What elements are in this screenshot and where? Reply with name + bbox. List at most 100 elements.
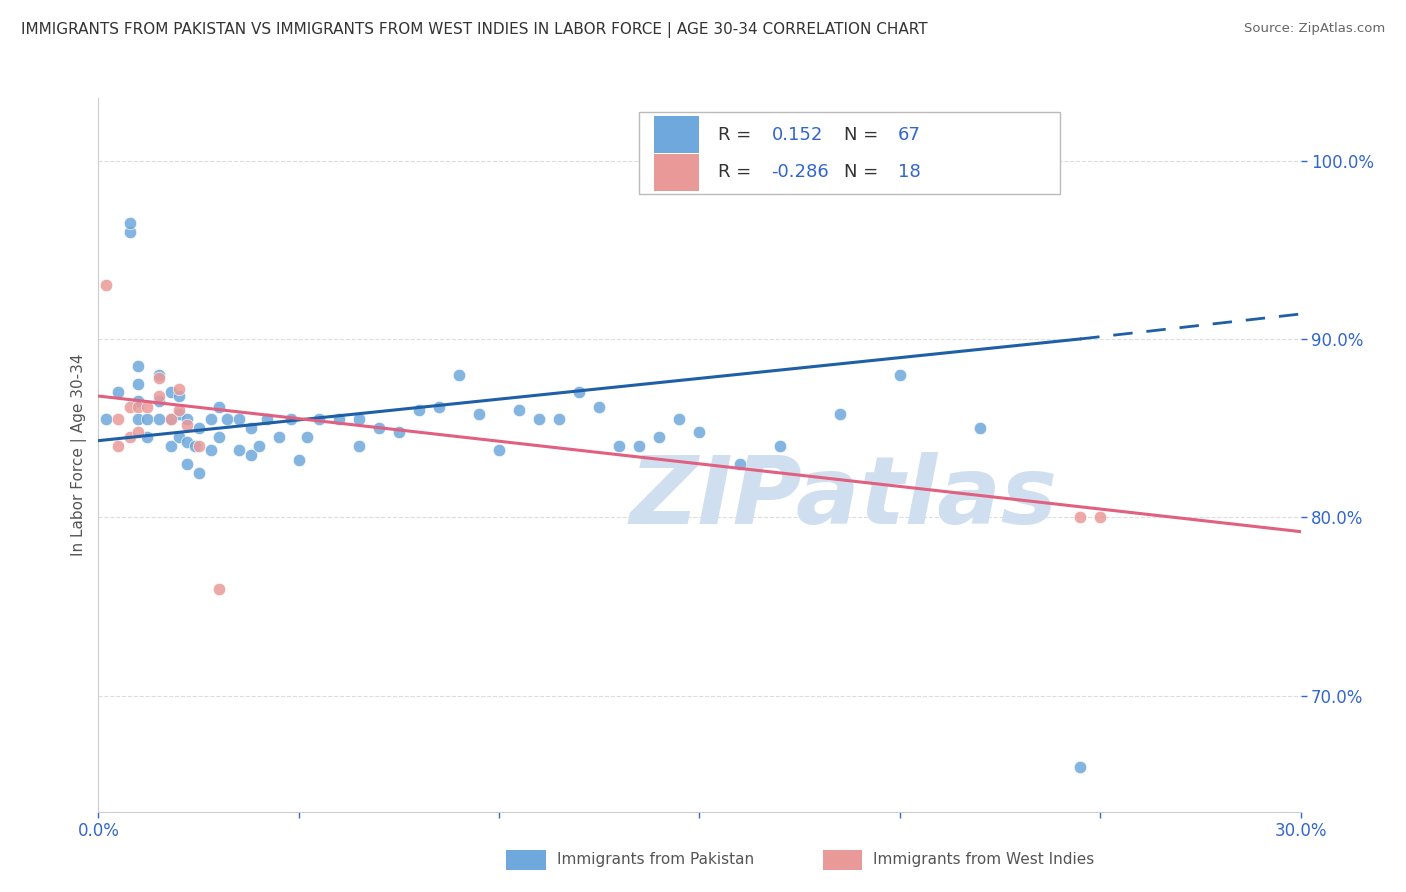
Point: [120, 216, 142, 230]
Point: [128, 412, 150, 426]
Point: [107, 412, 129, 426]
Point: [388, 425, 411, 439]
Point: [159, 385, 181, 400]
Text: -0.286: -0.286: [772, 163, 830, 181]
Y-axis label: In Labor Force | Age 30-34: In Labor Force | Age 30-34: [72, 353, 87, 557]
Point: [159, 412, 181, 426]
Point: [1088, 510, 1111, 524]
Text: ZIPatlas: ZIPatlas: [630, 451, 1057, 544]
Point: [107, 439, 129, 453]
Point: [548, 412, 571, 426]
Point: [208, 400, 231, 414]
Point: [668, 412, 690, 426]
Point: [768, 439, 790, 453]
Point: [308, 412, 330, 426]
Text: R =: R =: [717, 163, 756, 181]
Point: [107, 385, 129, 400]
Point: [368, 421, 391, 435]
Point: [167, 407, 190, 421]
Text: N =: N =: [844, 126, 884, 144]
Point: [468, 407, 491, 421]
Point: [159, 412, 181, 426]
Text: IMMIGRANTS FROM PAKISTAN VS IMMIGRANTS FROM WEST INDIES IN LABOR FORCE | AGE 30-: IMMIGRANTS FROM PAKISTAN VS IMMIGRANTS F…: [21, 22, 928, 38]
Point: [176, 457, 198, 471]
Point: [200, 442, 222, 457]
Point: [148, 394, 170, 409]
Point: [1069, 760, 1091, 774]
Point: [256, 412, 278, 426]
Point: [208, 582, 231, 596]
Text: 0.152: 0.152: [772, 126, 823, 144]
Point: [609, 439, 631, 453]
Point: [208, 430, 231, 444]
Point: [280, 412, 302, 426]
Point: [588, 400, 610, 414]
Point: [187, 466, 209, 480]
Point: [239, 448, 262, 462]
Point: [176, 435, 198, 450]
Text: 67: 67: [898, 126, 921, 144]
Point: [228, 412, 250, 426]
Point: [148, 389, 170, 403]
Point: [200, 412, 222, 426]
Point: [128, 376, 150, 391]
Point: [228, 442, 250, 457]
Point: [648, 430, 671, 444]
Point: [135, 400, 157, 414]
Point: [135, 430, 157, 444]
Point: [828, 407, 851, 421]
Point: [128, 394, 150, 409]
Text: R =: R =: [717, 126, 756, 144]
Point: [167, 403, 190, 417]
Point: [167, 389, 190, 403]
Point: [688, 425, 710, 439]
Text: Source: ZipAtlas.com: Source: ZipAtlas.com: [1244, 22, 1385, 36]
Point: [247, 439, 270, 453]
Point: [1069, 510, 1091, 524]
Point: [347, 412, 370, 426]
Point: [288, 453, 311, 467]
Point: [176, 412, 198, 426]
Point: [488, 442, 510, 457]
Point: [120, 225, 142, 239]
Point: [347, 439, 370, 453]
Point: [215, 412, 238, 426]
Point: [969, 421, 991, 435]
Point: [120, 430, 142, 444]
Text: Immigrants from West Indies: Immigrants from West Indies: [873, 853, 1094, 867]
Point: [187, 421, 209, 435]
Point: [167, 382, 190, 396]
Text: N =: N =: [844, 163, 884, 181]
Point: [148, 412, 170, 426]
Point: [135, 412, 157, 426]
Point: [96, 278, 118, 293]
Point: [508, 403, 530, 417]
Point: [183, 439, 205, 453]
Point: [328, 412, 350, 426]
Text: 18: 18: [898, 163, 921, 181]
Point: [427, 400, 450, 414]
Point: [447, 368, 470, 382]
Point: [128, 425, 150, 439]
Point: [148, 371, 170, 385]
FancyBboxPatch shape: [654, 116, 699, 153]
Point: [568, 385, 591, 400]
Point: [267, 430, 290, 444]
Point: [628, 439, 651, 453]
Point: [167, 430, 190, 444]
Point: [128, 400, 150, 414]
Point: [176, 417, 198, 432]
Point: [120, 400, 142, 414]
Point: [187, 439, 209, 453]
Point: [408, 403, 430, 417]
Point: [148, 368, 170, 382]
FancyBboxPatch shape: [640, 112, 1060, 194]
Point: [96, 412, 118, 426]
Point: [529, 412, 551, 426]
Point: [239, 421, 262, 435]
Point: [128, 359, 150, 373]
Text: Immigrants from Pakistan: Immigrants from Pakistan: [557, 853, 754, 867]
Point: [728, 457, 751, 471]
Point: [889, 368, 911, 382]
Point: [159, 439, 181, 453]
